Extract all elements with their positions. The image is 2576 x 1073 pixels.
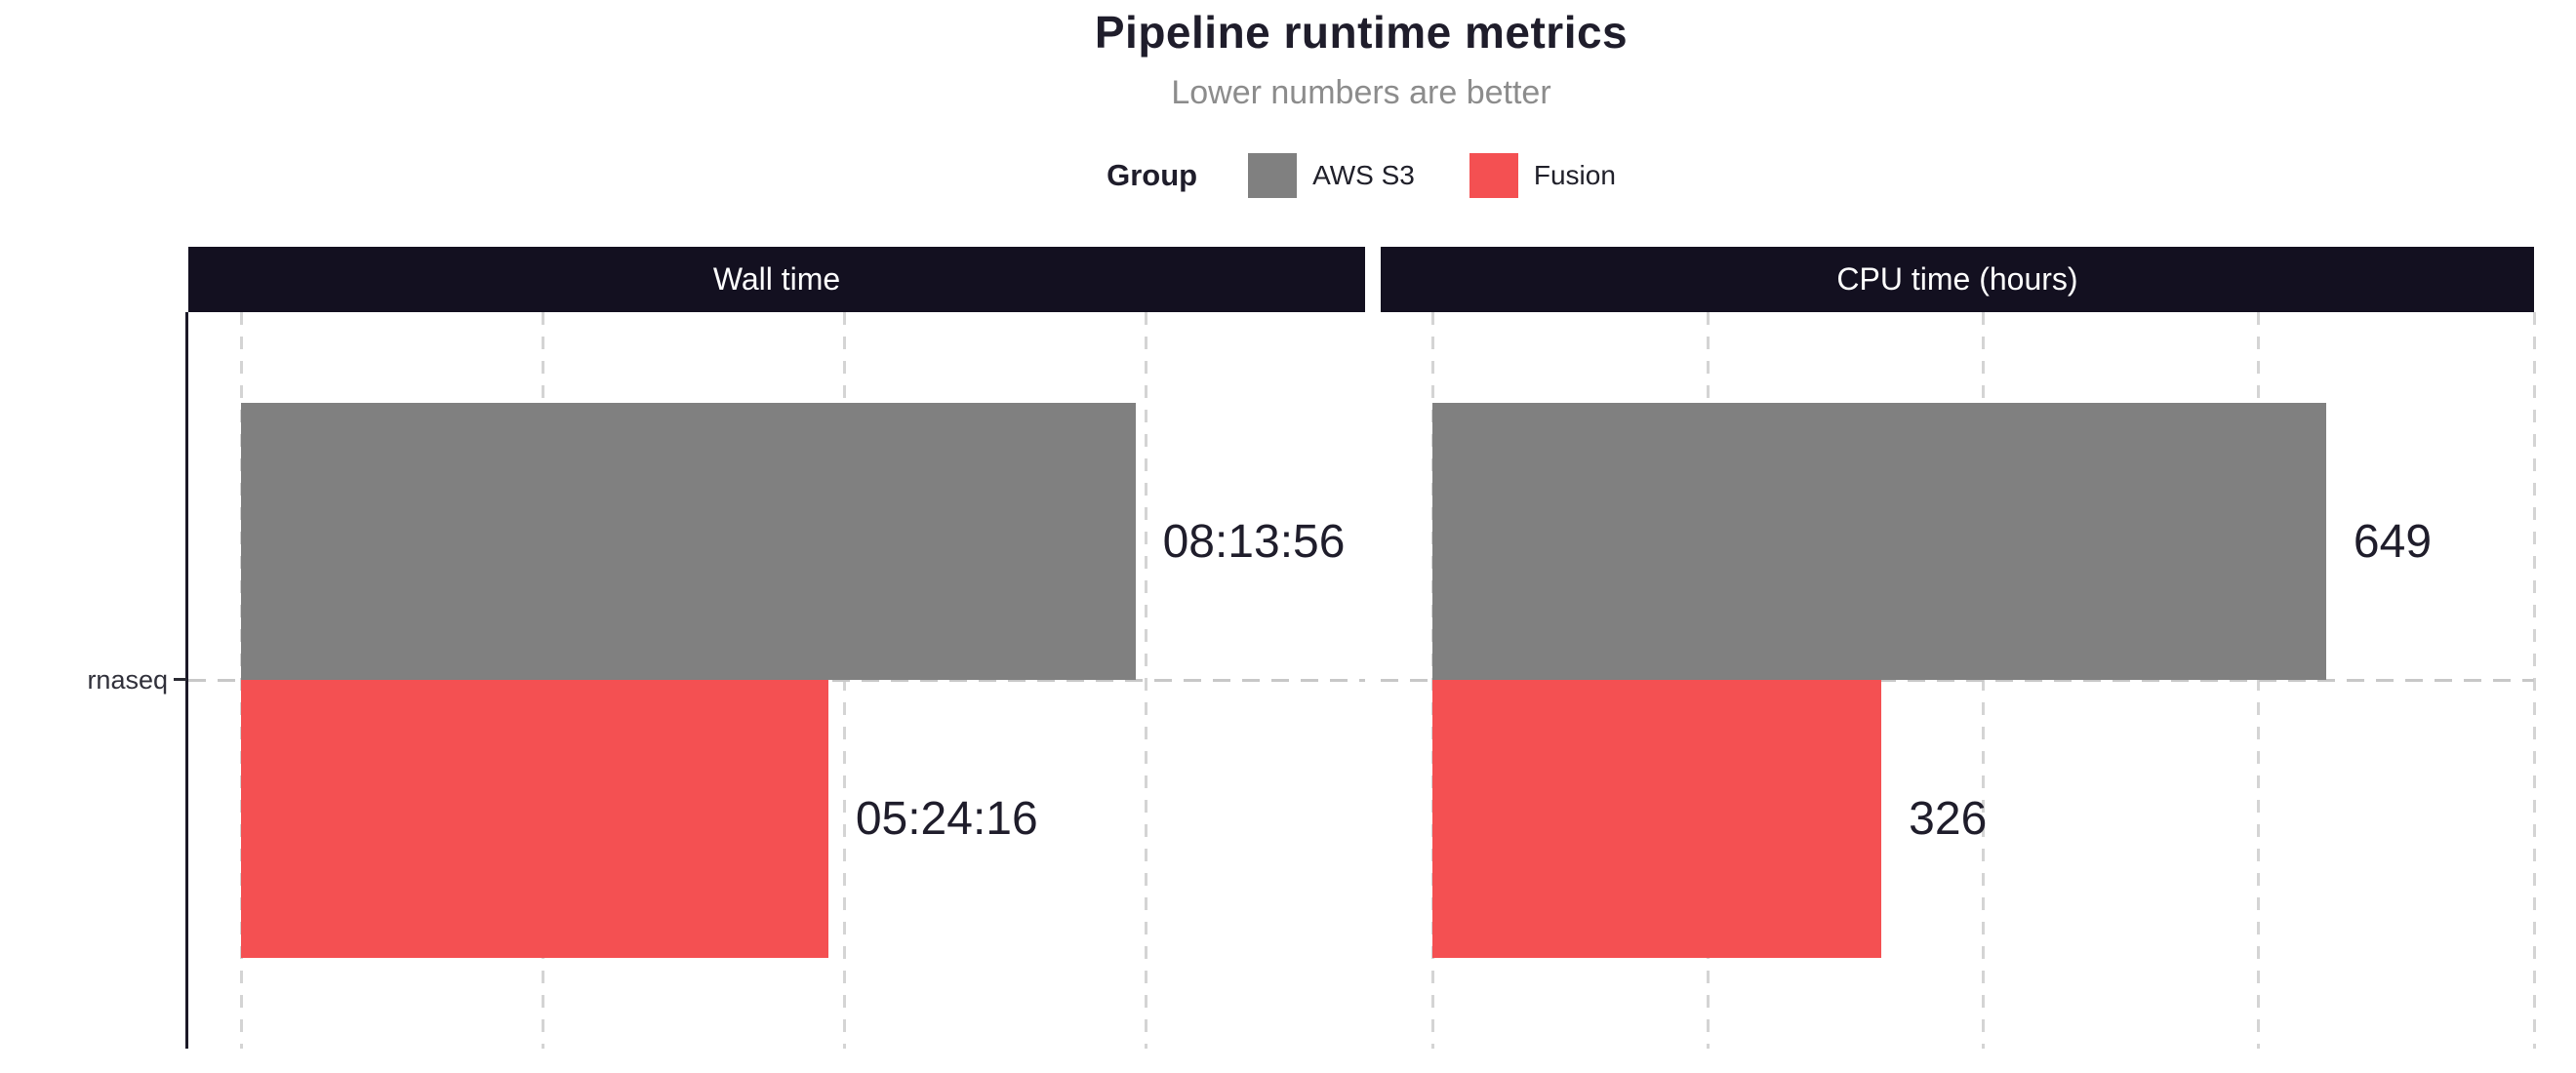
bar-aws-s3 bbox=[1432, 403, 2326, 680]
bar-aws-s3 bbox=[241, 403, 1136, 680]
facet-strip-cpu-time: CPU time (hours) bbox=[1381, 247, 2534, 312]
bar-value-label: 649 bbox=[2353, 515, 2433, 568]
y-axis-label-rnaseq: rnaseq bbox=[87, 665, 168, 695]
legend-title: Group bbox=[1107, 158, 1198, 192]
bar-value-label: 08:13:56 bbox=[1162, 515, 1346, 568]
plot-area-cpu-time: 649 326 bbox=[1381, 312, 2536, 1049]
plot-area-wall-time: 08:13:56 05:24:16 bbox=[188, 312, 1365, 1049]
bar-fusion bbox=[1432, 680, 1882, 958]
y-axis-line bbox=[185, 312, 188, 1049]
facet-strip-wall-time: Wall time bbox=[188, 247, 1365, 312]
chart-subtitle: Lower numbers are better bbox=[1171, 74, 1551, 111]
bar-value-label: 326 bbox=[1909, 793, 1988, 845]
legend-label-aws-s3: AWS S3 bbox=[1312, 160, 1415, 190]
legend-swatch-aws-s3 bbox=[1248, 153, 1298, 198]
y-axis-tick bbox=[174, 678, 186, 681]
bar-fusion bbox=[241, 680, 828, 958]
legend-label-fusion: Fusion bbox=[1533, 160, 1616, 190]
legend: Group AWS S3 Fusion bbox=[188, 146, 2534, 205]
legend-entry-fusion: Fusion bbox=[1469, 153, 1616, 198]
gridline bbox=[2532, 312, 2536, 1049]
chart-title: Pipeline runtime metrics bbox=[1094, 7, 1629, 58]
facet-wall-time: Wall time 08:13:56 05:24:16 bbox=[188, 247, 1365, 1049]
facet-cpu-time: CPU time (hours) 649 326 bbox=[1381, 247, 2536, 1049]
category-gridline-rnaseq bbox=[1381, 679, 2534, 682]
bar-value-label: 05:24:16 bbox=[855, 793, 1038, 845]
legend-swatch-fusion bbox=[1469, 153, 1518, 198]
legend-entry-aws-s3: AWS S3 bbox=[1248, 153, 1415, 198]
